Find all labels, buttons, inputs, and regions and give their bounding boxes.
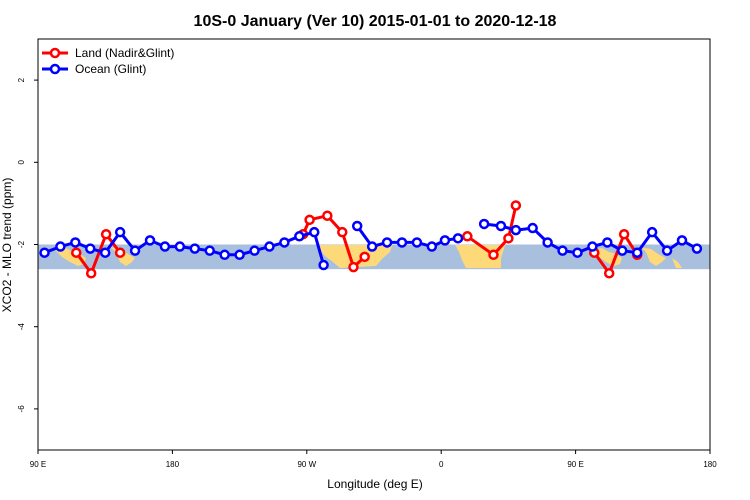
data-point <box>587 241 598 252</box>
data-point <box>646 226 658 238</box>
land-small-islands <box>672 258 682 268</box>
y-tick-label: 2 <box>17 77 26 82</box>
data-point <box>39 247 50 258</box>
data-point <box>572 247 583 258</box>
data-point <box>359 251 370 263</box>
x-tick-label: 0 <box>439 460 444 469</box>
data-point <box>189 243 201 254</box>
data-point <box>557 245 568 256</box>
data-point <box>661 245 673 256</box>
data-point <box>495 220 507 232</box>
data-point <box>159 241 171 252</box>
data-point <box>85 268 97 279</box>
data-point <box>114 247 126 258</box>
data-point <box>426 241 438 252</box>
x-tick-label: 90 W <box>297 460 316 469</box>
legend-label: Ocean (Glint) <box>75 62 146 76</box>
data-point <box>488 249 499 261</box>
data-point <box>70 237 81 248</box>
legend-item: Land (Nadir&Glint) <box>42 46 174 60</box>
data-point <box>348 261 359 273</box>
data-point <box>527 222 538 234</box>
data-point <box>396 237 408 248</box>
data-point <box>510 200 522 211</box>
data-point <box>129 245 141 256</box>
data-point <box>204 245 215 256</box>
data-point <box>55 241 66 252</box>
data-point <box>478 218 490 230</box>
series-line <box>593 232 639 275</box>
series-ocean <box>39 218 703 271</box>
chart-title: 10S-0 January (Ver 10) 2015-01-01 to 202… <box>194 13 557 30</box>
data-point <box>510 224 522 236</box>
x-tick-label: 180 <box>703 460 717 469</box>
data-point <box>100 228 112 240</box>
data-point <box>294 231 305 242</box>
legend: Land (Nadir&Glint) Ocean (Glint) <box>42 46 174 76</box>
data-point <box>322 210 333 221</box>
y-axis-label: XCO2 - MLO trend (ppm) <box>0 178 14 313</box>
legend-marker <box>49 47 61 59</box>
data-point <box>439 235 451 246</box>
data-point <box>503 233 514 244</box>
data-point <box>691 243 703 254</box>
data-point <box>114 226 126 238</box>
y-tick-label: -4 <box>17 323 26 331</box>
data-point <box>602 237 613 248</box>
data-point <box>174 241 186 252</box>
data-point <box>351 220 363 232</box>
data-point <box>279 237 290 248</box>
data-point <box>318 259 329 271</box>
x-axis: 90 E 180 90 W 0 90 E 180 <box>30 450 717 469</box>
data-point <box>234 249 245 261</box>
data-point <box>603 268 615 279</box>
data-point <box>462 231 473 242</box>
y-axis: 2 0 -2 -4 -6 <box>17 77 38 412</box>
y-tick-label: -2 <box>17 240 26 248</box>
land-indonesia-west <box>55 248 86 266</box>
data-point <box>264 241 275 252</box>
data-point <box>144 235 156 246</box>
data-point <box>366 241 378 252</box>
legend-marker <box>49 63 61 75</box>
legend-item: Ocean (Glint) <box>42 62 146 76</box>
data-point <box>381 237 393 248</box>
data-point <box>219 249 230 261</box>
data-point <box>99 247 111 258</box>
data-point <box>85 243 96 254</box>
series-line <box>466 205 518 257</box>
land-new-guinea-east <box>640 247 666 266</box>
x-axis-label: Longitude (deg E) <box>327 477 422 491</box>
data-point <box>249 245 260 256</box>
legend-label: Land (Nadir&Glint) <box>75 46 174 60</box>
data-point <box>304 214 315 226</box>
y-tick-label: -6 <box>17 405 26 413</box>
y-tick-label: 0 <box>17 160 26 165</box>
x-tick-label: 180 <box>166 460 180 469</box>
data-point <box>452 233 464 244</box>
data-point <box>617 245 628 256</box>
data-point <box>337 226 348 238</box>
x-tick-label: 90 E <box>30 460 46 469</box>
data-point <box>542 237 553 248</box>
data-point <box>618 228 630 240</box>
x-tick-label: 90 E <box>567 460 583 469</box>
data-point <box>309 226 320 238</box>
data-point <box>676 235 688 246</box>
data-point <box>71 247 82 258</box>
data-point <box>631 247 643 258</box>
data-point <box>411 237 423 248</box>
series-layer <box>39 200 703 279</box>
